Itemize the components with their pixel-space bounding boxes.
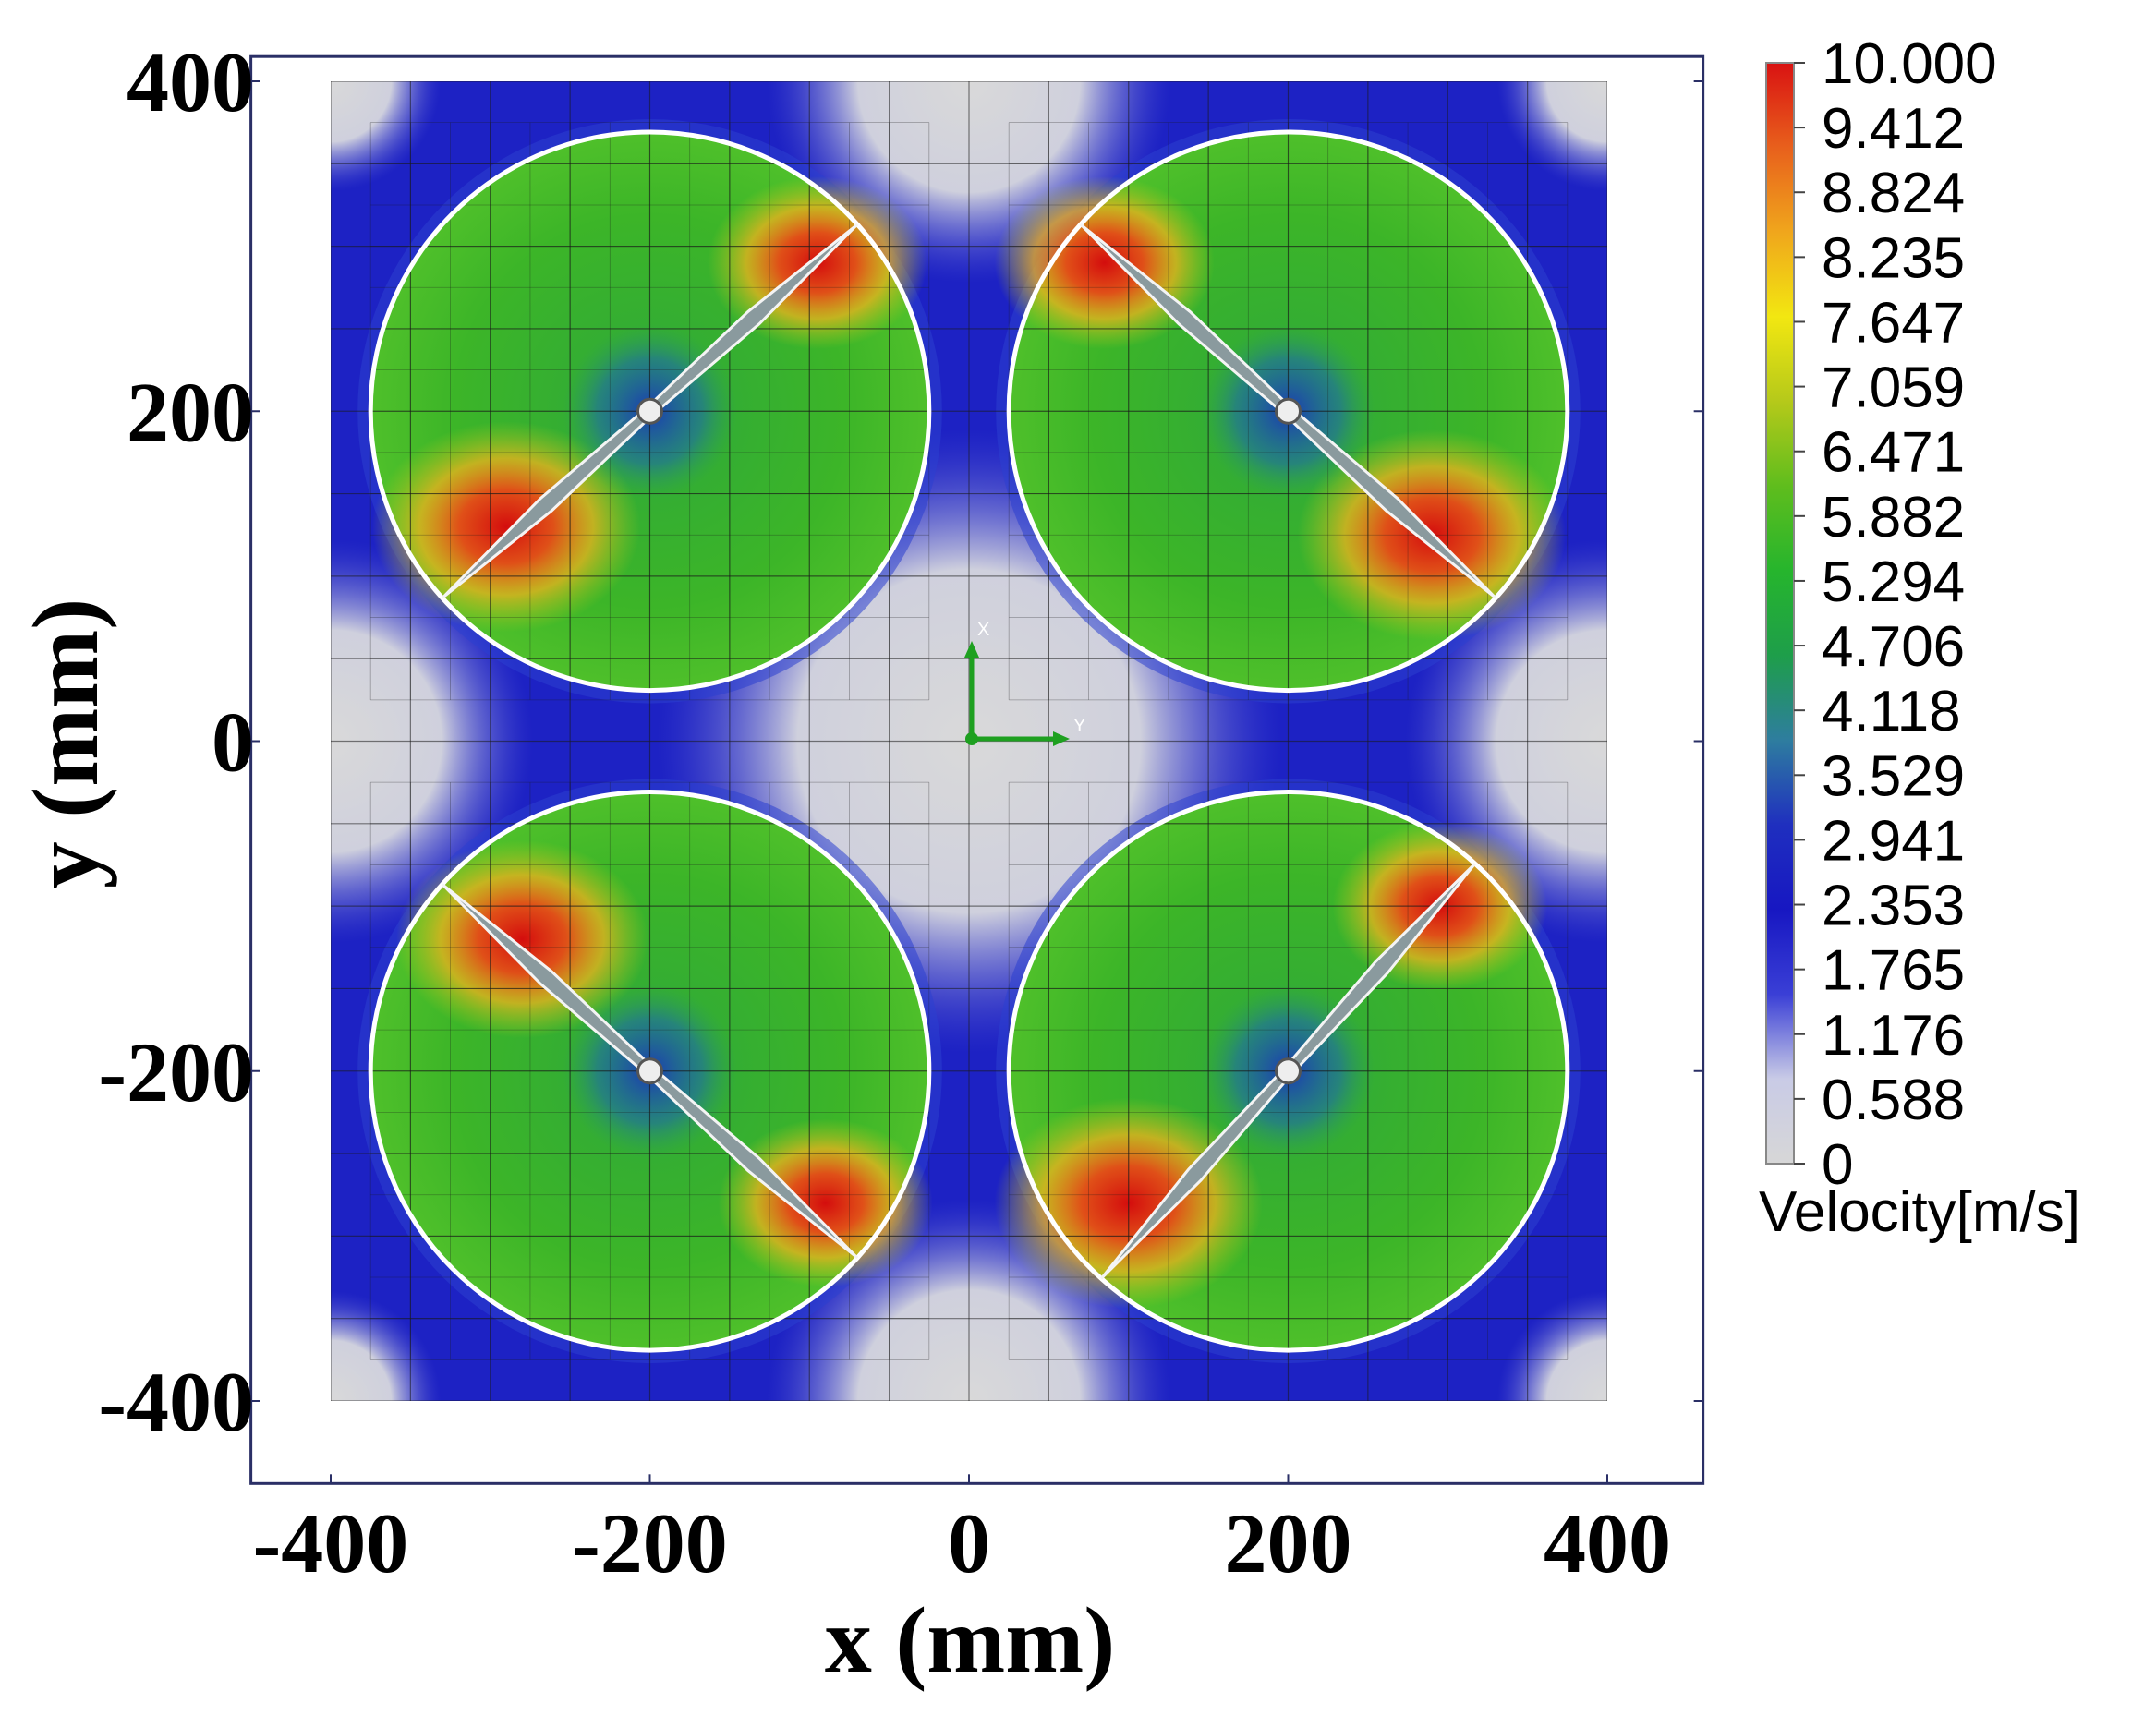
colorbar-tick-labels: 10.0009.4128.8248.2357.6477.0596.4715.88… [1794,32,1997,1197]
x-tick-label: 400 [1544,1496,1671,1590]
y-tick-label: 200 [127,365,254,459]
y-tick-label: 0 [212,695,254,790]
colorbar-tick-label: 5.882 [1822,486,1965,550]
colorbar-tick-label: 1.176 [1822,1004,1965,1068]
triad-x-label: X [977,620,989,640]
triad-x-arrowhead [964,641,979,658]
y-axis-ticks: 400 200 0 -200 -400 [98,35,1703,1449]
colorbar: 10.0009.4128.8248.2357.6477.0596.4715.88… [1759,32,2080,1244]
rotor-bottom-right-hub [1275,1057,1302,1085]
high-velocity-zone [718,1118,933,1287]
y-axis-title: y (mm) [14,598,118,888]
triad-y-label: Y [1073,716,1085,736]
colorbar-tick-label: 9.412 [1822,97,1965,161]
propeller-blades [368,129,1570,1353]
colorbar-tick-label: 2.941 [1822,809,1965,873]
colorbar-tick-label: 1.765 [1822,939,1965,1003]
rotor-top-right-ring [1006,129,1570,694]
coordinate-triad: X Y [964,620,1085,746]
colorbar-tick-label: 4.118 [1822,680,1961,743]
colorbar-tick-label: 7.647 [1822,291,1965,355]
colorbar-tick-label: 10.000 [1822,32,1997,96]
rotor-bottom-left-ring [368,789,932,1353]
colorbar-tick-label: 2.353 [1822,875,1965,938]
x-tick-label: 0 [948,1496,990,1590]
x-tick-label: 200 [1225,1496,1352,1590]
colorbar-tick-label: 6.471 [1822,421,1965,485]
y-tick-label: -200 [98,1025,254,1119]
colorbar-tick-label: 8.235 [1822,226,1965,290]
colorbar-tick-label: 8.824 [1822,162,1965,225]
colorbar-tick-label: 0 [1822,1133,1853,1197]
rotor-bottom-right-ring [1006,789,1570,1353]
y-tick-label: 400 [127,35,254,129]
triad-y-arrowhead [1053,731,1070,746]
triad-origin [965,732,978,745]
x-axis-title: x (mm) [825,1588,1115,1693]
colorbar-tick-label: 5.294 [1822,550,1965,614]
rotor-top-right-hub [1275,397,1302,425]
velocity-field [331,81,1607,1401]
colorbar-gradient [1765,62,1795,1165]
rotor-top-left-hub [636,397,663,425]
y-tick-label: -400 [98,1355,254,1449]
colorbar-tick-label: 7.059 [1822,356,1965,420]
rotor-top-left-ring [368,129,932,694]
rotor-bottom-left-hub [636,1057,663,1085]
colorbar-tick-label: 4.706 [1822,615,1965,679]
colorbar-tick-label: 0.588 [1822,1069,1965,1132]
x-tick-label: -400 [253,1496,409,1590]
colorbar-title: Velocity[m/s] [1759,1180,2080,1244]
colorbar-tick-label: 3.529 [1822,744,1965,808]
x-axis-ticks: -400 -200 0 200 400 [253,1474,1671,1590]
x-tick-label: -200 [572,1496,728,1590]
